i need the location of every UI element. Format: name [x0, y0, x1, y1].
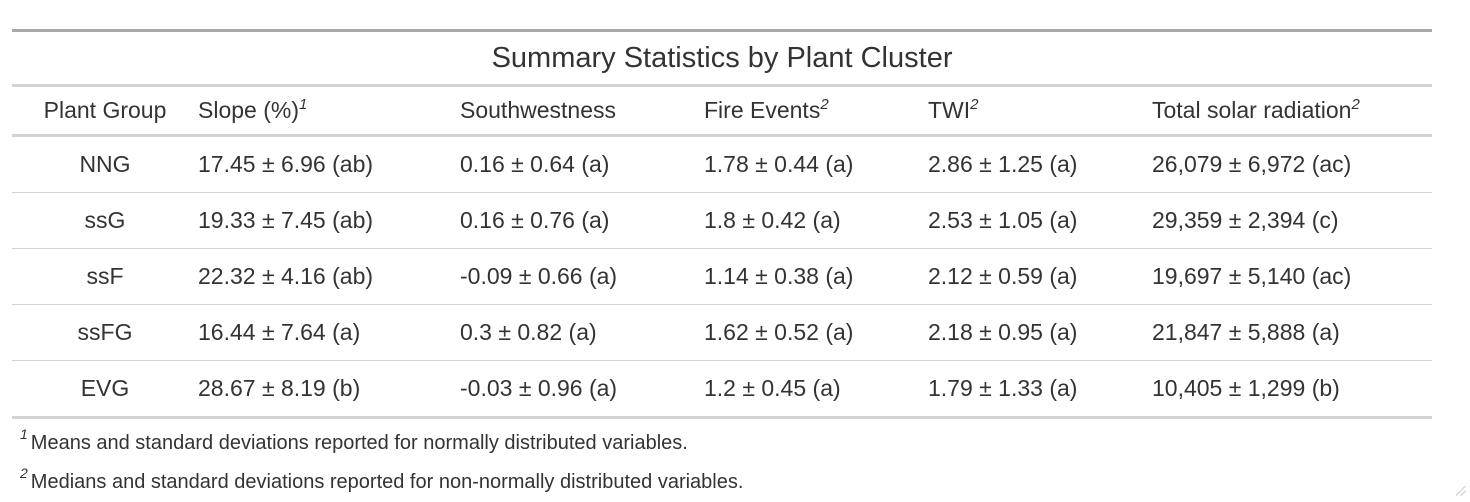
table-title-row: Summary Statistics by Plant Cluster: [12, 29, 1433, 87]
footnote-mark: 2: [20, 465, 28, 481]
summary-table-container: Summary Statistics by Plant Cluster Plan…: [12, 29, 1433, 419]
footnote-mark: 1: [20, 426, 28, 442]
column-header-label: TWI: [928, 97, 971, 123]
cell-total-solar-radiation: 21,847 ± 5,888 (a): [1152, 304, 1433, 361]
column-header-label: Total solar radiation: [1152, 97, 1352, 123]
cell-slope: 19.33 ± 7.45 (ab): [198, 192, 460, 249]
cell-plant-group: ssG: [12, 192, 198, 249]
cell-twi: 2.86 ± 1.25 (a): [928, 135, 1152, 193]
cell-twi: 2.53 ± 1.05 (a): [928, 192, 1152, 249]
footnote-1: 1 Means and standard deviations reported …: [20, 424, 743, 463]
table-row: ssG 19.33 ± 7.45 (ab) 0.16 ± 0.76 (a) 1.…: [12, 192, 1433, 249]
footnote-mark: 2: [820, 96, 829, 113]
cell-slope: 28.67 ± 8.19 (b): [198, 360, 460, 419]
column-header-label: Slope (%): [198, 97, 299, 123]
cell-southwestness: -0.03 ± 0.96 (a): [460, 360, 704, 419]
cell-southwestness: 0.16 ± 0.76 (a): [460, 192, 704, 249]
resize-handle-icon[interactable]: [1456, 486, 1466, 496]
footnote-mark: 2: [970, 96, 979, 113]
table-row: EVG 28.67 ± 8.19 (b) -0.03 ± 0.96 (a) 1.…: [12, 360, 1433, 419]
column-header-label: Plant Group: [43, 97, 167, 123]
cell-fire-events: 1.62 ± 0.52 (a): [704, 304, 928, 361]
footnote-mark: 1: [298, 96, 308, 113]
cell-slope: 17.45 ± 6.96 (ab): [198, 135, 460, 193]
cell-total-solar-radiation: 29,359 ± 2,394 (c): [1152, 192, 1433, 249]
column-header-total-solar-radiation: Total solar radiation2: [1152, 85, 1433, 137]
cell-fire-events: 1.14 ± 0.38 (a): [704, 248, 928, 305]
column-header-row: Plant Group Slope (%)1 Southwestness Fir…: [12, 85, 1433, 137]
column-header-fire-events: Fire Events2: [704, 85, 928, 137]
cell-twi: 2.18 ± 0.95 (a): [928, 304, 1152, 361]
cell-plant-group: ssFG: [12, 304, 198, 361]
column-header-twi: TWI2: [928, 85, 1152, 137]
cell-total-solar-radiation: 19,697 ± 5,140 (ac): [1152, 248, 1433, 305]
column-header-label: Southwestness: [460, 97, 616, 123]
table-title: Summary Statistics by Plant Cluster: [12, 29, 1433, 87]
cell-plant-group: ssF: [12, 248, 198, 305]
table-row: ssFG 16.44 ± 7.64 (a) 0.3 ± 0.82 (a) 1.6…: [12, 304, 1433, 361]
column-header-slope: Slope (%)1: [198, 85, 460, 137]
footnote-mark: 2: [1351, 96, 1360, 113]
cell-slope: 16.44 ± 7.64 (a): [198, 304, 460, 361]
column-header-label: Fire Events: [704, 97, 821, 123]
footnote-text: Medians and standard deviations reported…: [30, 471, 744, 493]
cell-fire-events: 1.2 ± 0.45 (a): [704, 360, 928, 419]
column-header-plant-group: Plant Group: [12, 85, 198, 137]
cell-southwestness: -0.09 ± 0.66 (a): [460, 248, 704, 305]
cell-plant-group: EVG: [12, 360, 198, 419]
cell-southwestness: 0.16 ± 0.64 (a): [460, 135, 704, 193]
summary-table: Summary Statistics by Plant Cluster Plan…: [12, 29, 1433, 419]
table-row: NNG 17.45 ± 6.96 (ab) 0.16 ± 0.64 (a) 1.…: [12, 135, 1433, 193]
footnote-text: Means and standard deviations reported f…: [30, 432, 688, 454]
cell-slope: 22.32 ± 4.16 (ab): [198, 248, 460, 305]
cell-fire-events: 1.78 ± 0.44 (a): [704, 135, 928, 193]
table-row: ssF 22.32 ± 4.16 (ab) -0.09 ± 0.66 (a) 1…: [12, 248, 1433, 305]
table-footnotes: 1 Means and standard deviations reported …: [20, 424, 743, 502]
cell-total-solar-radiation: 10,405 ± 1,299 (b): [1152, 360, 1433, 419]
cell-plant-group: NNG: [12, 135, 198, 193]
cell-twi: 1.79 ± 1.33 (a): [928, 360, 1152, 419]
cell-twi: 2.12 ± 0.59 (a): [928, 248, 1152, 305]
cell-southwestness: 0.3 ± 0.82 (a): [460, 304, 704, 361]
cell-fire-events: 1.8 ± 0.42 (a): [704, 192, 928, 249]
footnote-2: 2 Medians and standard deviations reporte…: [20, 463, 743, 502]
column-header-southwestness: Southwestness: [460, 85, 704, 137]
cell-total-solar-radiation: 26,079 ± 6,972 (ac): [1152, 135, 1433, 193]
